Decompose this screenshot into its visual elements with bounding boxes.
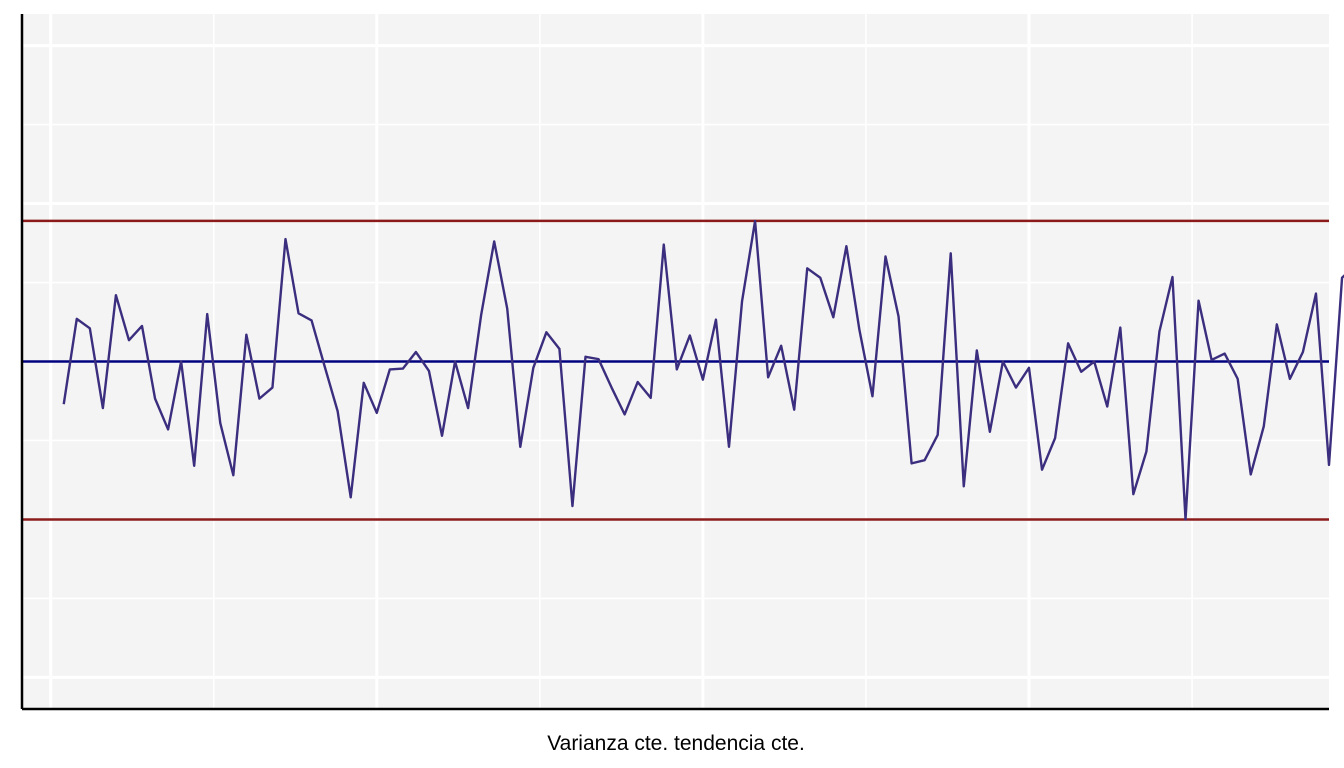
series-line [62,219,1344,521]
series-layer [62,219,1344,521]
x-axis-label: Varianza cte. tendencia cte. [547,732,805,755]
